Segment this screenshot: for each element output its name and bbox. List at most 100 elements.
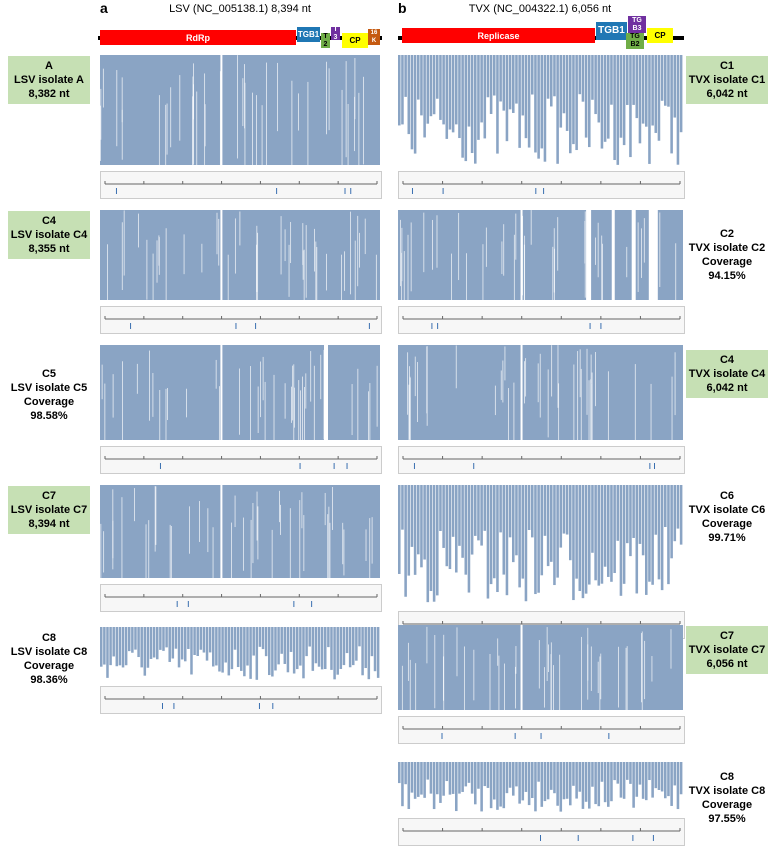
sample-label: C6 TVX isolate C6 Coverage 99.71%: [686, 486, 768, 548]
sample-id: C5: [41, 368, 57, 380]
sample-label: C1 TVX isolate C1 6,042 nt: [686, 56, 768, 104]
read-pileup: [398, 625, 683, 749]
panel-letter: b: [398, 0, 407, 16]
panel-title: LSV (NC_005138.1) 8,394 nt: [169, 3, 311, 15]
axis-track: [104, 594, 378, 607]
sample-id: A: [45, 60, 53, 72]
sample-label: C8 LSV isolate C8 Coverage 98.36%: [8, 628, 90, 690]
axis-track: [104, 181, 378, 194]
axis-track: [402, 456, 681, 469]
sample-label: A LSV isolate A 8,382 nt: [8, 56, 90, 104]
read-pileup: [100, 627, 380, 680]
gene-box: TG B3: [628, 16, 646, 33]
gene-box: T 3: [331, 26, 340, 41]
pileup-wrap: [398, 345, 683, 476]
sample-name: LSV isolate C7: [10, 504, 88, 516]
sample-id: C8: [41, 632, 57, 644]
sample-name: LSV isolate C4: [10, 229, 88, 241]
sample-id: C6: [719, 490, 735, 502]
pileup-wrap: [100, 345, 380, 473]
sample-name: LSV isolate C5: [10, 382, 88, 394]
pileup-wrap: [398, 485, 683, 605]
read-pileup: [100, 345, 380, 473]
pileup-wrap: [398, 210, 683, 339]
pileup-wrap: [398, 55, 683, 165]
sample-name: TVX isolate C7: [688, 644, 766, 656]
axis-track: [104, 456, 378, 469]
coverage-axis: [398, 446, 685, 474]
coverage-axis: [398, 171, 685, 199]
sample-label: C2 TVX isolate C2 Coverage 94.15%: [686, 224, 768, 286]
coverage-axis: [100, 306, 382, 334]
gene-box: RdRp: [100, 30, 296, 45]
sample-detail: 6,056 nt: [706, 658, 748, 670]
sample-name: TVX isolate C6: [688, 504, 766, 516]
sample-label: C7 TVX isolate C7 6,056 nt: [686, 626, 768, 674]
panel-letter: a: [100, 0, 108, 16]
gene-box: TGB1: [596, 22, 627, 40]
sample-detail: 8,394 nt: [28, 518, 70, 530]
pileup-wrap: [100, 485, 380, 611]
read-pileup: [398, 55, 683, 165]
axis-track: [104, 316, 378, 329]
sample-detail: 6,042 nt: [706, 382, 748, 394]
gene-box: TG B2: [626, 33, 644, 49]
sample-label: C4 TVX isolate C4 6,042 nt: [686, 350, 768, 398]
coverage-axis: [100, 171, 382, 199]
axis-track: [402, 726, 681, 739]
sample-detail: 6,042 nt: [706, 88, 748, 100]
pileup-wrap: [100, 210, 380, 342]
sample-label: C8 TVX isolate C8 Coverage 97.55%: [686, 767, 768, 829]
gene-box: CP: [647, 28, 673, 43]
gene-box: T 2: [321, 33, 330, 48]
panel-title: TVX (NC_004322.1) 6,056 nt: [468, 3, 612, 15]
sample-name: TVX isolate C1: [688, 74, 766, 86]
gene-box: Replicase: [402, 28, 595, 43]
sample-name: TVX isolate C2: [688, 242, 766, 254]
sample-id: C7: [719, 630, 735, 642]
sample-detail: Coverage 97.55%: [701, 799, 753, 825]
sample-id: C7: [41, 490, 57, 502]
read-pileup: [100, 210, 380, 342]
sample-id: C8: [719, 771, 735, 783]
sample-name: LSV isolate A: [14, 74, 84, 86]
coverage-axis: [398, 818, 685, 846]
axis-track: [402, 828, 681, 841]
coverage-axis: [100, 686, 382, 714]
sample-detail: 8,355 nt: [28, 243, 70, 255]
read-pileup: [398, 485, 683, 603]
gene-box: CP: [342, 33, 368, 48]
sample-detail: 8,382 nt: [28, 88, 70, 100]
sample-name: TVX isolate C4: [688, 368, 766, 380]
coverage-axis: [100, 446, 382, 474]
sample-name: LSV isolate C8: [10, 646, 88, 658]
read-pileup: [398, 762, 683, 812]
axis-track: [402, 181, 681, 194]
gene-box: TGB1: [297, 27, 320, 42]
sample-name: TVX isolate C8: [688, 785, 766, 797]
sample-id: C1: [719, 60, 735, 72]
sample-id: C4: [719, 354, 735, 366]
sample-id: C2: [719, 228, 735, 240]
pileup-wrap: [398, 625, 683, 749]
coverage-axis: [398, 716, 685, 744]
sample-detail: Coverage 98.36%: [23, 660, 75, 686]
sample-detail: Coverage 98.58%: [23, 396, 75, 422]
sample-detail: Coverage 94.15%: [701, 256, 753, 282]
axis-track: [104, 696, 378, 709]
read-pileup: [398, 210, 683, 339]
axis-track: [402, 316, 681, 329]
pileup-wrap: [100, 627, 380, 680]
sample-label: C5 LSV isolate C5 Coverage 98.58%: [8, 364, 90, 426]
pileup-wrap: [100, 55, 380, 209]
gene-box: 16 K: [368, 29, 380, 45]
read-pileup: [398, 345, 683, 476]
pileup-wrap: [398, 762, 683, 812]
sample-detail: Coverage 99.71%: [701, 518, 753, 544]
coverage-axis: [100, 584, 382, 612]
read-pileup: [100, 485, 380, 611]
sample-id: C4: [41, 215, 57, 227]
sample-label: C4 LSV isolate C4 8,355 nt: [8, 211, 90, 259]
coverage-axis: [398, 306, 685, 334]
